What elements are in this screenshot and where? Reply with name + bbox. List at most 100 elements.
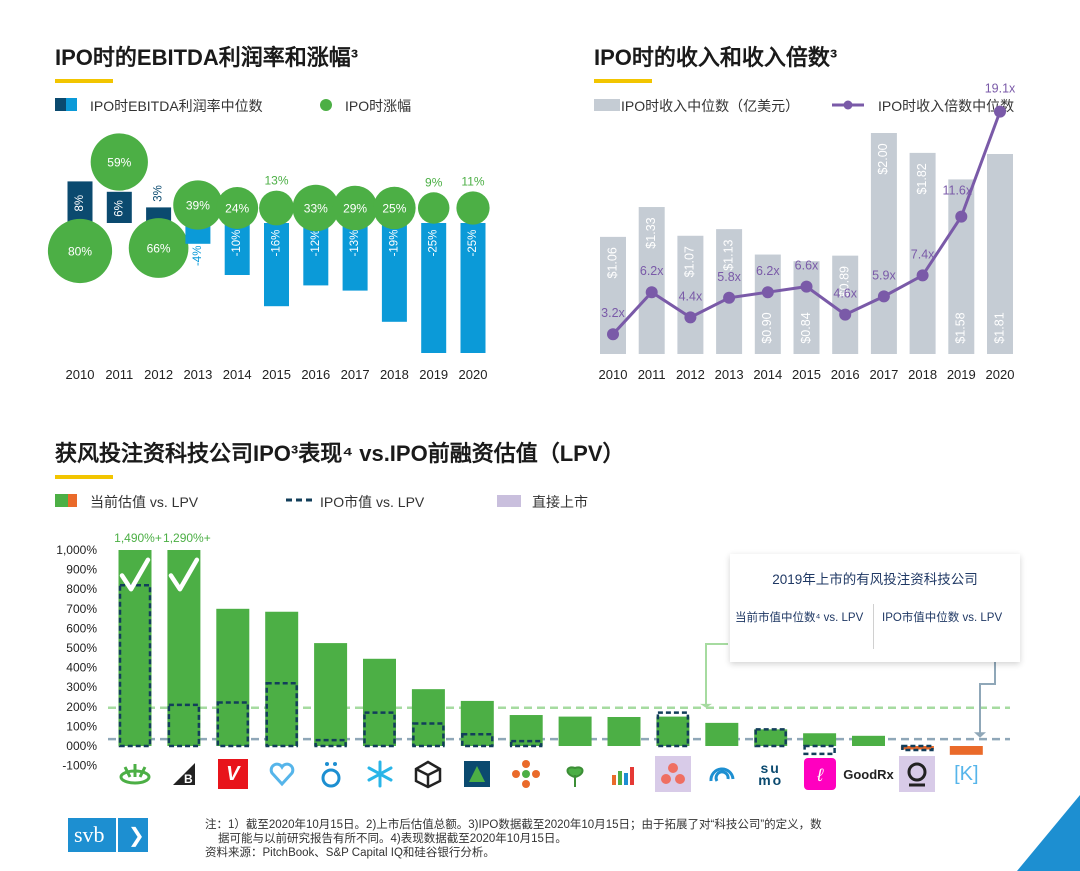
revenue-bar-legend: IPO时收入中位数（亿美元）	[621, 98, 800, 114]
revenue-multiple-point-2013	[723, 291, 736, 304]
revenue-multiple-label-2020: 19.1x	[985, 82, 1016, 96]
ebitda-dot-legend: IPO时涨幅	[345, 98, 412, 114]
callout-box: 2019年上市的有风投注资科技公司 当前市值中位数⁴ vs. LPV IPO市值…	[730, 554, 1020, 662]
revenue-bar-label-2015: $0.84	[799, 312, 813, 343]
bar-logo-icon	[649, 752, 697, 796]
jfrog-logo-icon	[453, 752, 501, 796]
perf-bar-11	[656, 716, 690, 746]
revenue-bar-label-2019: $1.58	[954, 312, 968, 343]
k-logo-icon: [K]	[942, 752, 990, 796]
perf-capped-label-1: 1,290%+	[163, 531, 211, 545]
revenue-multiple-label-2010: 3.2x	[601, 306, 625, 320]
ebitda-dot-2016	[292, 184, 340, 232]
ebitda-x-tick-2016: 2016	[301, 367, 330, 382]
revenue-bar-2016	[832, 255, 859, 354]
revenue-line-legend: IPO时收入倍数中位数	[878, 98, 1015, 114]
unity-logo-icon	[404, 752, 452, 796]
perf-bar-12	[705, 722, 739, 746]
ebitda-bar-label-2015: -16%	[271, 230, 283, 257]
perf-y-tick-9: 100%	[66, 719, 97, 733]
ebitda-bar-2017	[342, 223, 368, 291]
revenue-bar-2015	[793, 261, 820, 354]
callout-arrow-ipo	[979, 662, 996, 736]
revenue-multiple-point-2010	[607, 328, 619, 341]
revenue-multiple-label-2013: 5.8x	[717, 270, 741, 284]
revenue-x-tick-2018: 2018	[908, 367, 937, 382]
performance-chart-title: 获风投注资科技公司IPO³表现⁴ vs.IPO前融资估值（LPV）	[55, 441, 625, 466]
callout-arrowhead-current	[700, 703, 712, 708]
asana-logo-icon	[551, 752, 599, 796]
goodrx-logo-icon: GoodRx	[843, 752, 894, 796]
revenue-x-tick-2013: 2013	[715, 367, 744, 382]
svb-logo-separator	[116, 818, 118, 852]
ebitda-dot-label-2012: 66%	[147, 242, 171, 256]
callout-arrow-current	[705, 643, 728, 705]
ebitda-bar-label-2016: -12%	[310, 230, 322, 257]
revenue-x-tick-2019: 2019	[947, 367, 976, 382]
ebitda-bar-label-2018: -19%	[388, 230, 400, 257]
footnotes: 注：1）截至2020年10月15日。2)上市后估值总额。3)IPO数据截至202…	[205, 818, 905, 860]
ebitda-dot-label-2015: 13%	[264, 174, 288, 188]
ebitda-chart-title: IPO时的EBITDA利润率和涨幅³	[55, 45, 359, 70]
lyft-logo-icon: ℓ	[796, 752, 844, 796]
ebitda-dot-label-2020: 11%	[461, 174, 484, 188]
perf-capped-check-0	[119, 557, 151, 592]
ebitda-dot-label-2014: 24%	[225, 202, 249, 216]
ebitda-bar-label-2020: -25%	[467, 230, 479, 257]
perf-ipo-legend: IPO市值 vs. LPV	[320, 494, 425, 510]
goodrx-logo-text: GoodRx	[843, 766, 894, 782]
svb-logo: svb ❯	[68, 818, 148, 852]
perf-ipo-marker-8	[509, 739, 543, 748]
perf-bar-13	[754, 729, 788, 746]
revenue-multiple-point-2017	[877, 290, 890, 303]
ebitda-dot-2015	[259, 190, 294, 226]
perf-ipo-marker-1	[167, 703, 201, 748]
perf-capped-label-0: 1,490%+	[114, 531, 162, 545]
vroom-logo-letter: V	[217, 759, 248, 789]
revenue-x-tick-2015: 2015	[792, 367, 821, 382]
revenue-multiple-point-2016	[839, 308, 852, 321]
svb-logo-text: svb	[74, 822, 105, 847]
perf-bar-9	[558, 716, 592, 746]
revenue-multiple-point-2012	[684, 311, 697, 324]
ebitda-bar-legend: IPO时EBITDA利润率中位数	[90, 98, 263, 114]
revenue-bar-label-2017: $2.00	[876, 143, 890, 174]
revenue-multiple-point-2011	[645, 286, 658, 299]
perf-y-tick-0: 1,000%	[56, 543, 97, 557]
ebitda-bar-label-2012: 3%	[153, 185, 165, 202]
revenue-x-tick-2010: 2010	[599, 367, 628, 382]
ebitda-x-tick-2020: 2020	[459, 367, 488, 382]
ebitda-bar-2010	[67, 181, 93, 223]
perf-direct-legend: 直接上市	[532, 494, 588, 510]
snowflake-logo-icon	[356, 752, 404, 796]
perf-bar-10	[607, 716, 641, 746]
revenue-bar-label-2012: $1.07	[683, 246, 697, 277]
callout-arrowhead-ipo	[974, 732, 986, 738]
ebitda-x-tick-2010: 2010	[66, 367, 95, 382]
footnote-line-2: 据可能与以前研究报告有所不同。4)表现数据截至2020年10月15日。	[218, 833, 567, 845]
perf-ipo-marker-2	[216, 701, 250, 748]
revenue-multiple-label-2017: 5.9x	[872, 268, 896, 282]
perf-y-tick-3: 700%	[66, 602, 97, 616]
ebitda-bar-2011	[106, 191, 132, 223]
perf-y-tick-8: 200%	[66, 700, 97, 714]
revenue-bar-2012	[677, 235, 704, 354]
ebitda-bar-2020	[460, 223, 486, 353]
ebitda-x-tick-2011: 2011	[105, 367, 133, 382]
revenue-bar-2020	[987, 153, 1013, 354]
ebitda-dot-2017	[332, 185, 378, 231]
perf-ipo-legend-swatch	[286, 498, 312, 502]
revenue-chart-title: IPO时的收入和收入倍数³	[594, 45, 838, 70]
revenue-bar-2019	[948, 179, 975, 354]
revenue-line-legend-swatch	[832, 100, 864, 110]
perf-y-tick-7: 300%	[66, 680, 97, 694]
perf-bar-5	[363, 658, 396, 746]
perf-bar-15	[852, 735, 885, 746]
perf-ipo-marker-6	[412, 722, 445, 748]
revenue-bar-2017	[870, 133, 897, 354]
sumo-logo-line-0: su	[760, 760, 781, 776]
perf-bar-3	[265, 611, 299, 746]
revenue-x-tick-2012: 2012	[676, 367, 705, 382]
q-logo-icon	[893, 752, 941, 796]
performance-title-underline	[55, 475, 113, 479]
